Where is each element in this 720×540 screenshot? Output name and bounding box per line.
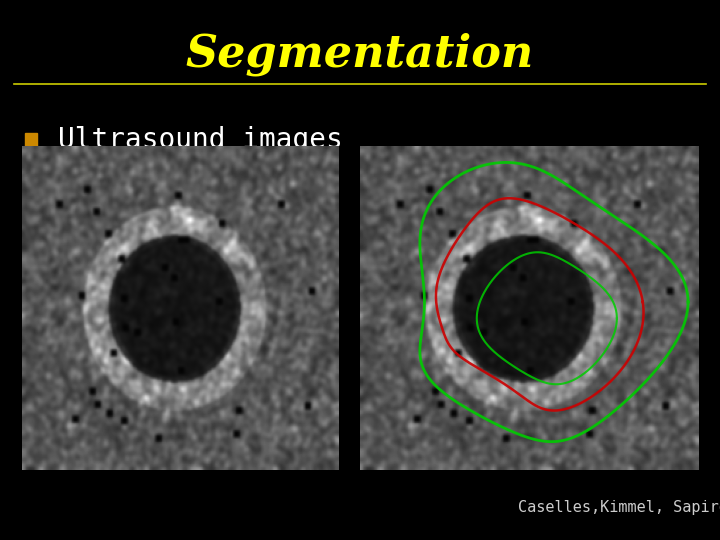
Text: Ultrasound images: Ultrasound images bbox=[58, 126, 342, 154]
Text: Segmentation: Segmentation bbox=[186, 32, 534, 76]
FancyBboxPatch shape bbox=[25, 133, 37, 150]
Text: Caselles,Kimmel, Sapiro ICCV'95: Caselles,Kimmel, Sapiro ICCV'95 bbox=[518, 500, 720, 515]
